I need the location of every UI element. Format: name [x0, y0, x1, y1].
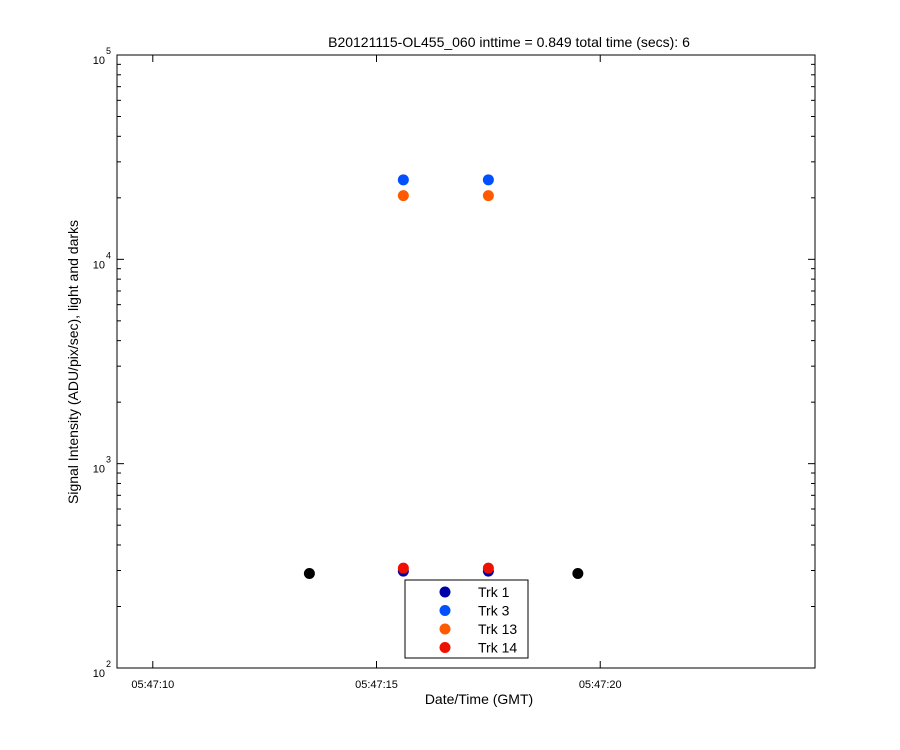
plot-area — [116, 54, 816, 669]
data-point — [303, 568, 315, 580]
data-point — [572, 568, 584, 580]
legend-marker — [439, 586, 451, 598]
chart-title: B20121115-OL455_060 inttime = 0.849 tota… — [328, 34, 690, 50]
data-point — [397, 562, 409, 574]
y-tick-label: 10 — [93, 259, 105, 271]
data-point — [482, 562, 494, 574]
y-tick-label-exponent: 5 — [106, 46, 111, 56]
legend-label: Trk 3 — [478, 603, 510, 619]
x-tick-label: 05:47:15 — [355, 679, 398, 691]
data-point — [482, 190, 494, 202]
legend: Trk 1 Trk 3 Trk 13 Trk 14 — [404, 579, 529, 659]
axis-ticks — [117, 55, 815, 669]
legend-label: Trk 1 — [478, 584, 510, 600]
legend-label: Trk 14 — [478, 640, 517, 656]
data-point — [397, 174, 409, 186]
legend-box — [404, 579, 529, 659]
legend-label: Trk 13 — [478, 621, 517, 637]
x-tick-label: 05:47:10 — [131, 679, 174, 691]
data-point — [397, 190, 409, 202]
y-tick-label: 10 — [93, 668, 105, 680]
legend-marker — [439, 623, 451, 635]
y-tick-label: 10 — [93, 55, 105, 67]
data-point — [482, 174, 494, 186]
x-tick-label: 05:47:20 — [579, 679, 622, 691]
legend-marker — [439, 642, 451, 653]
x-axis-label: Date/Time (GMT) — [425, 691, 533, 707]
y-tick-label: 10 — [93, 464, 105, 476]
data-points — [303, 174, 584, 580]
x-tick-labels: 05:47:10 05:47:15 05:47:20 — [131, 679, 621, 691]
y-axis-label: Signal Intensity (ADU/pix/sec), light an… — [65, 220, 81, 504]
legend-marker — [439, 605, 451, 616]
y-tick-label-exponent: 3 — [106, 455, 111, 465]
y-tick-label-exponent: 2 — [106, 659, 111, 669]
y-tick-label-exponent: 4 — [106, 250, 111, 260]
